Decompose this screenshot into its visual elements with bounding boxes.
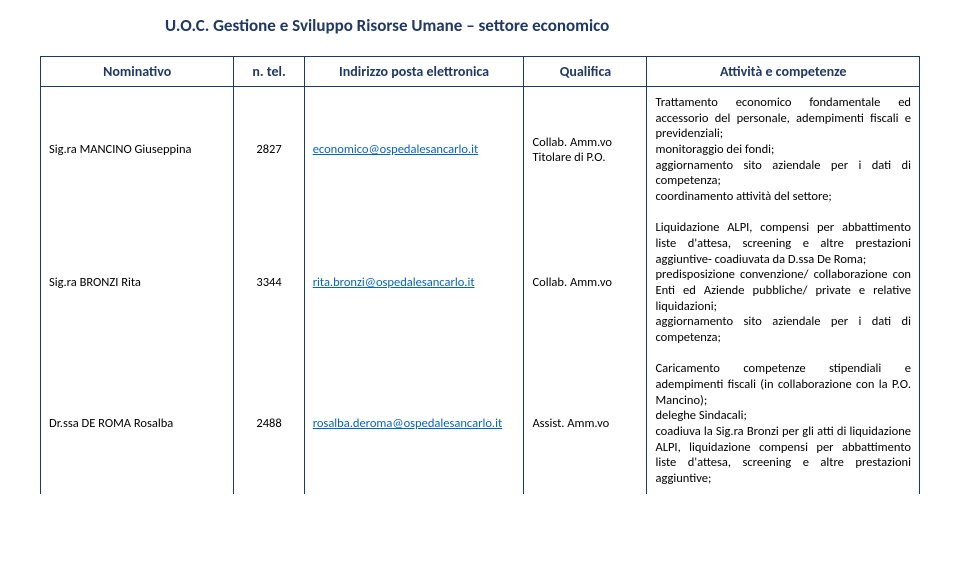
table-row: Sig.ra BRONZI Rita 3344 rita.bronzi@ospe… [41, 212, 920, 353]
cell-name: Dr.ssa DE ROMA Rosalba [41, 353, 234, 494]
cell-email: rosalba.deroma@ospedalesancarlo.it [304, 353, 524, 494]
cell-tel: 2827 [234, 87, 304, 213]
cell-name: Sig.ra MANCINO Giuseppina [41, 87, 234, 213]
cell-name: Sig.ra BRONZI Rita [41, 212, 234, 353]
cell-attivita: Liquidazione ALPI, compensi per abbattim… [647, 212, 920, 353]
header-attivita: Attività e competenze [647, 57, 920, 87]
header-tel: n. tel. [234, 57, 304, 87]
header-qualifica: Qualifica [524, 57, 647, 87]
cell-attivita: Trattamento economico fondamentale ed ac… [647, 87, 920, 213]
cell-tel: 2488 [234, 353, 304, 494]
table-row: Dr.ssa DE ROMA Rosalba 2488 rosalba.dero… [41, 353, 920, 494]
page-title: U.O.C. Gestione e Sviluppo Risorse Umane… [165, 15, 920, 36]
cell-qualifica: Collab. Amm.vo Titolare di P.O. [524, 87, 647, 213]
table-header-row: Nominativo n. tel. Indirizzo posta elett… [41, 57, 920, 87]
cell-qualifica: Collab. Amm.vo [524, 212, 647, 353]
cell-tel: 3344 [234, 212, 304, 353]
cell-qualifica: Assist. Amm.vo [524, 353, 647, 494]
table-body: Sig.ra MANCINO Giuseppina 2827 economico… [41, 87, 920, 495]
email-link[interactable]: rosalba.deroma@ospedalesancarlo.it [313, 416, 502, 431]
header-name: Nominativo [41, 57, 234, 87]
cell-email: economico@ospedalesancarlo.it [304, 87, 524, 213]
cell-email: rita.bronzi@ospedalesancarlo.it [304, 212, 524, 353]
email-link[interactable]: rita.bronzi@ospedalesancarlo.it [313, 275, 475, 290]
header-email: Indirizzo posta elettronica [304, 57, 524, 87]
staff-table: Nominativo n. tel. Indirizzo posta elett… [40, 56, 920, 494]
cell-attivita: Caricamento competenze stipendiali e ade… [647, 353, 920, 494]
table-row: Sig.ra MANCINO Giuseppina 2827 economico… [41, 87, 920, 213]
email-link[interactable]: economico@ospedalesancarlo.it [313, 142, 479, 157]
